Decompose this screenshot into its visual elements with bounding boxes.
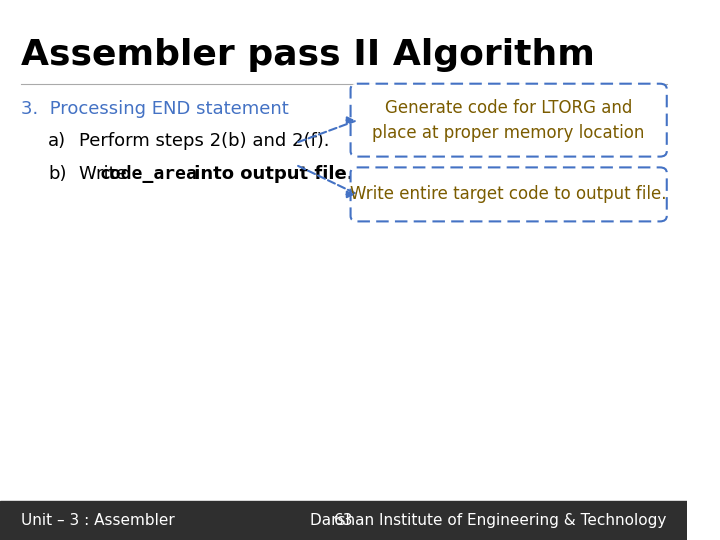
Text: b): b) [48, 165, 67, 183]
Text: a): a) [48, 132, 66, 150]
Text: Write entire target code to output file.: Write entire target code to output file. [351, 185, 667, 204]
Text: 3.  Processing END statement: 3. Processing END statement [21, 100, 289, 118]
Text: into output file.: into output file. [189, 165, 354, 183]
Text: 63: 63 [334, 513, 354, 528]
Text: Unit – 3 : Assembler: Unit – 3 : Assembler [21, 513, 174, 528]
Text: Assembler pass II Algorithm: Assembler pass II Algorithm [21, 38, 595, 72]
FancyBboxPatch shape [351, 84, 667, 157]
Text: Perform steps 2(b) and 2(f).: Perform steps 2(b) and 2(f). [79, 132, 330, 150]
Text: Generate code for LTORG and
place at proper memory location: Generate code for LTORG and place at pro… [372, 99, 645, 141]
Bar [0, 501, 688, 540]
Text: Darshan Institute of Engineering & Technology: Darshan Institute of Engineering & Techn… [310, 513, 667, 528]
FancyBboxPatch shape [351, 167, 667, 221]
Text: Write: Write [79, 165, 132, 183]
Text: code_area: code_area [99, 165, 197, 183]
